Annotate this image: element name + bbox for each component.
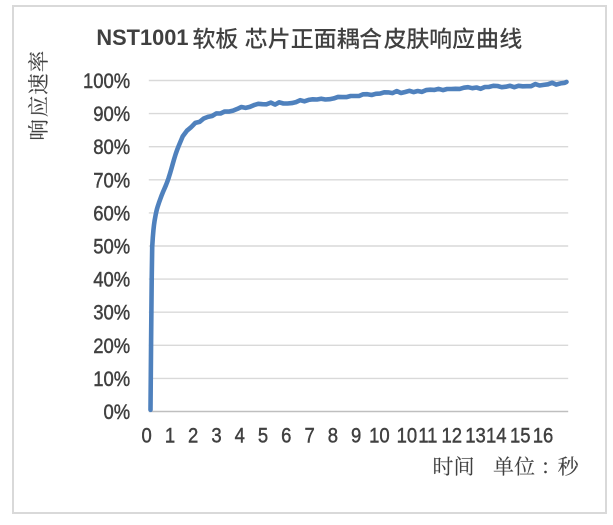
svg-text:8: 8 bbox=[328, 424, 338, 447]
svg-text:90%: 90% bbox=[93, 103, 130, 126]
svg-text:60%: 60% bbox=[93, 202, 130, 225]
svg-text:40%: 40% bbox=[93, 269, 130, 292]
svg-text:50%: 50% bbox=[93, 235, 130, 258]
svg-text:3: 3 bbox=[211, 424, 221, 447]
svg-text:7: 7 bbox=[304, 424, 314, 447]
svg-text:11: 11 bbox=[418, 424, 437, 447]
svg-text:15: 15 bbox=[510, 424, 531, 447]
svg-text:0: 0 bbox=[142, 424, 152, 447]
svg-text:10%: 10% bbox=[93, 368, 130, 391]
svg-text:14: 14 bbox=[486, 424, 507, 447]
svg-text:10: 10 bbox=[397, 424, 418, 447]
svg-text:2: 2 bbox=[188, 424, 198, 447]
svg-text:6: 6 bbox=[281, 424, 291, 447]
svg-text:12: 12 bbox=[442, 424, 463, 447]
svg-text:1: 1 bbox=[165, 424, 175, 447]
svg-text:13: 13 bbox=[465, 424, 486, 447]
svg-text:70%: 70% bbox=[93, 169, 130, 192]
svg-text:20%: 20% bbox=[93, 335, 130, 358]
svg-text:30%: 30% bbox=[93, 302, 130, 325]
svg-text:10: 10 bbox=[369, 424, 390, 447]
svg-text:9: 9 bbox=[351, 424, 361, 447]
svg-text:80%: 80% bbox=[93, 136, 130, 159]
svg-text:4: 4 bbox=[235, 424, 245, 447]
svg-text:NST1001: NST1001 bbox=[96, 25, 188, 50]
svg-text:100%: 100% bbox=[83, 70, 130, 93]
svg-text:0%: 0% bbox=[104, 401, 131, 424]
svg-text:16: 16 bbox=[533, 424, 554, 447]
svg-text:5: 5 bbox=[258, 424, 268, 447]
